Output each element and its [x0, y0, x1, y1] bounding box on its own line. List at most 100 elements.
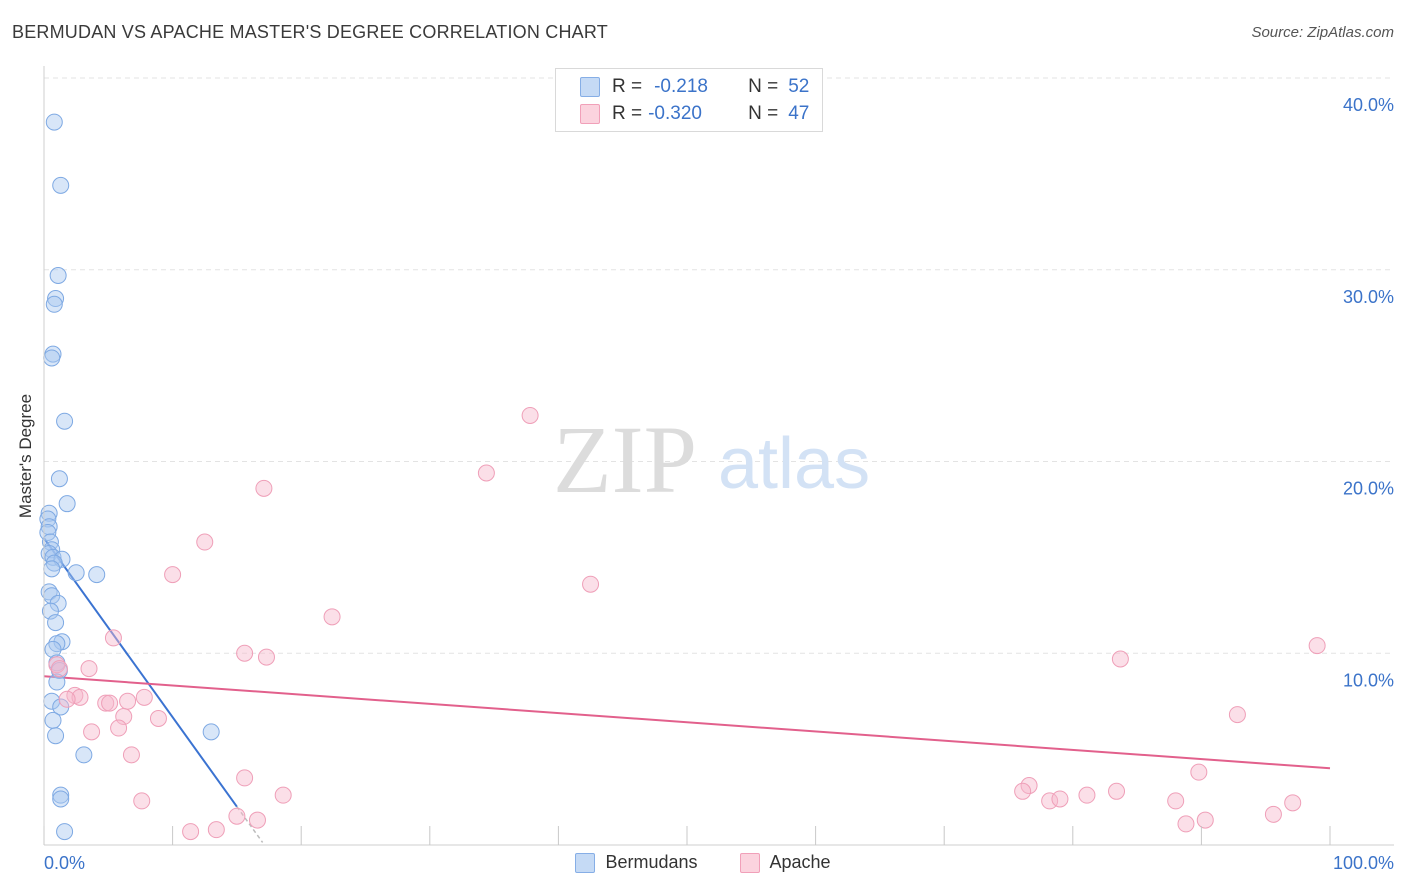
apache-point: [1111, 650, 1129, 668]
apache-point: [1177, 815, 1195, 833]
bermudans-point: [43, 560, 61, 578]
apache-point: [1264, 805, 1282, 823]
apache-point: [1167, 792, 1185, 810]
apache-point: [101, 694, 119, 712]
bermudans-point: [43, 349, 61, 367]
y-tick-label: 20.0%: [1343, 479, 1394, 499]
apache-point: [110, 719, 128, 737]
apache-point: [274, 786, 292, 804]
bermudans-point: [40, 518, 58, 536]
apache-point: [521, 406, 539, 424]
y-tick-label: 30.0%: [1343, 287, 1394, 307]
n-value: 47: [788, 103, 810, 124]
bermudans-point: [56, 823, 74, 841]
bermudans-point: [45, 113, 63, 131]
apache-point: [207, 821, 225, 839]
n-label: N =: [748, 76, 779, 97]
bermudans-point: [44, 711, 62, 729]
legend-item-apache: Apache: [739, 852, 831, 873]
apache-point: [97, 694, 115, 712]
apache-point: [104, 629, 122, 647]
apache-point: [1196, 811, 1214, 829]
apache-point: [122, 746, 140, 764]
x-tick-label: 100.0%: [1333, 853, 1394, 873]
chart-title: BERMUDAN VS APACHE MASTER'S DEGREE CORRE…: [12, 22, 608, 42]
bermudans-point: [47, 290, 65, 308]
apache-point: [80, 660, 98, 678]
apache-point: [71, 688, 89, 706]
bermudans-point: [48, 673, 66, 691]
apache-point: [582, 575, 600, 593]
watermark-atlas: atlas: [718, 424, 870, 504]
apache-point: [236, 769, 254, 787]
r-label: R =: [612, 76, 643, 97]
apache-point: [50, 660, 68, 678]
stats-row-apache: R = -0.320 N = 47: [580, 101, 809, 127]
apache-point: [1020, 777, 1038, 795]
apache-point: [1014, 782, 1032, 800]
apache-point: [1190, 763, 1208, 781]
bermudans-point: [40, 504, 58, 522]
apache-point: [1228, 706, 1246, 724]
apache-point: [1308, 637, 1326, 655]
apache-point: [477, 464, 495, 482]
apache-point: [135, 688, 153, 706]
apache-point: [1284, 794, 1302, 812]
watermark-zip: ZIP: [553, 406, 697, 513]
apache-point: [83, 723, 101, 741]
apache-point: [1041, 792, 1059, 810]
apache-point: [1051, 790, 1069, 808]
x-tick-label: 0.0%: [44, 853, 85, 873]
apache-point: [133, 792, 151, 810]
apache-point: [248, 811, 266, 829]
bermudans-point: [52, 786, 70, 804]
apache-legend-swatch: [739, 852, 760, 873]
apache-point: [196, 533, 214, 551]
bermudans-point: [75, 746, 93, 764]
bermudans-point: [52, 176, 70, 194]
r-value: -0.218: [654, 76, 708, 97]
bermudans-point: [52, 790, 70, 808]
apache-point: [119, 692, 137, 710]
bermudans-point: [56, 412, 74, 430]
apache-point: [164, 566, 182, 584]
apache-trend-line: [43, 675, 1331, 770]
apache-point: [323, 608, 341, 626]
apache-point: [255, 479, 273, 497]
bermudans-point: [47, 727, 65, 745]
r-label: R =: [612, 103, 643, 124]
apache-point: [236, 644, 254, 662]
legend-label: Apache: [769, 852, 831, 872]
bermudans-point: [49, 267, 67, 285]
bermudans-swatch: [580, 77, 600, 97]
bermudans-point: [58, 495, 76, 513]
apache-point: [1078, 786, 1096, 804]
bermudans-trend-line: [43, 537, 238, 808]
chart-legend: Bermudans Apache: [0, 852, 1406, 873]
bermudans-legend-swatch: [575, 852, 596, 873]
apache-point: [58, 690, 76, 708]
n-value: 52: [788, 76, 810, 97]
source-label: Source: ZipAtlas.com: [1251, 24, 1394, 41]
bermudans-point: [202, 723, 220, 741]
stats-row-bermudans: R = -0.218 N = 52: [580, 74, 809, 100]
bermudans-point: [50, 470, 68, 488]
bermudans-trend-extension: [236, 806, 264, 843]
stats-box: R = -0.218 N = 52 R = -0.320 N = 47: [555, 68, 823, 132]
apache-point: [1108, 782, 1126, 800]
bermudans-point: [47, 614, 65, 632]
apache-point: [149, 709, 167, 727]
apache-swatch: [580, 104, 600, 124]
y-tick-label: 10.0%: [1343, 670, 1394, 690]
y-tick-label: 40.0%: [1343, 95, 1394, 115]
apache-point: [257, 648, 275, 666]
r-value: -0.320: [648, 103, 702, 124]
legend-item-bermudans: Bermudans: [575, 852, 698, 873]
apache-point: [182, 823, 200, 841]
apache-point: [228, 807, 246, 825]
n-label: N =: [748, 103, 779, 124]
bermudans-point: [88, 566, 106, 584]
legend-label: Bermudans: [605, 852, 698, 872]
bermudans-point: [67, 564, 85, 582]
